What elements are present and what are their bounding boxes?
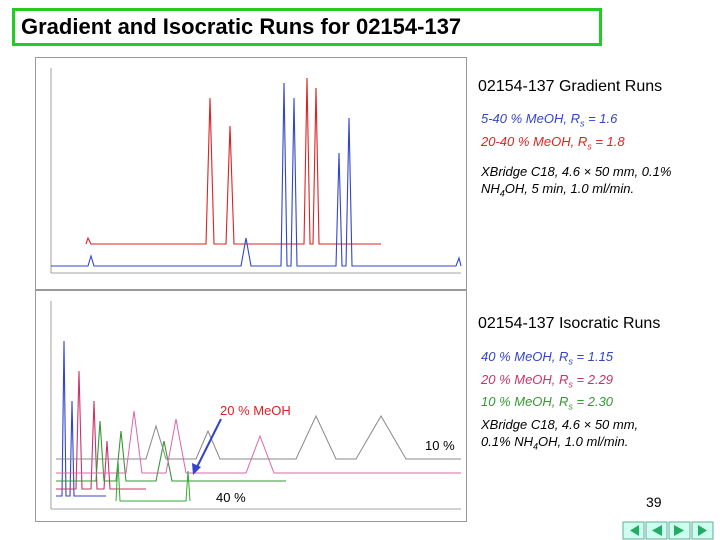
subscript: s (568, 356, 573, 367)
nav-prev[interactable] (645, 521, 668, 540)
page-number: 39 (646, 494, 662, 510)
text: 0.1% NH (481, 434, 534, 449)
subscript: 4 (533, 441, 539, 452)
text: = 1.15 (572, 349, 614, 364)
annotation: 40 % (216, 490, 246, 505)
subscript: s (587, 141, 592, 152)
run-line: 20 % MeOH, Rs = 2.29 (481, 371, 613, 394)
slide-title: Gradient and Isocratic Runs for 02154-13… (12, 8, 602, 46)
text: 10 % MeOH, R (481, 394, 569, 410)
subscript: s (568, 379, 573, 390)
condition-line: NH4OH, 5 min, 1.0 ml/min. (481, 180, 671, 203)
nav-first[interactable] (622, 521, 645, 540)
condition-line: XBridge C18, 4.6 × 50 mm, 0.1% (481, 164, 672, 179)
nav-last[interactable] (691, 521, 714, 540)
text: 5-40 % MeOH, R (481, 111, 580, 126)
text: 40 % MeOH, R (481, 349, 569, 364)
text: OH, 5 min, 1.0 ml/min. (504, 181, 635, 196)
text: = 2.29 (572, 371, 614, 387)
annotation: 20 % MeOH (220, 403, 291, 418)
isocratic-heading: 02154-137 Isocratic Runs (478, 315, 661, 332)
gradient-conditions: XBridge C18, 4.6 × 50 mm, 0.1% NH4OH, 5 … (481, 163, 671, 203)
isocratic-conditions: XBridge C18, 4.6 × 50 mm, 0.1% NH4OH, 1.… (481, 416, 638, 456)
run-line: 10 % MeOH, Rs = 2.30 (481, 393, 613, 416)
gradient-chromatogram (35, 57, 467, 290)
text: 20-40 % MeOH, R (481, 133, 588, 149)
condition-line: 0.1% NH4OH, 1.0 ml/min. (481, 433, 638, 456)
isocratic-runs: 40 % MeOH, Rs = 1.15 20 % MeOH, Rs = 2.2… (481, 348, 613, 416)
text: = 2.30 (572, 394, 614, 410)
condition-line: XBridge C18, 4.6 × 50 mm, (481, 417, 639, 432)
subscript: 4 (499, 188, 505, 199)
run-line: 5-40 % MeOH, Rs = 1.6 (481, 110, 625, 133)
text: 20 % MeOH, R (481, 371, 569, 387)
text: = 1.6 (584, 111, 618, 126)
subscript: s (568, 401, 573, 412)
gradient-heading: 02154-137 Gradient Runs (478, 78, 663, 95)
subscript: s (579, 118, 585, 129)
text: NH (481, 181, 500, 196)
run-line: 20-40 % MeOH, Rs = 1.8 (481, 133, 625, 156)
text: OH, 1.0 ml/min. (538, 434, 629, 449)
text: = 1.8 (591, 133, 625, 149)
gradient-runs: 5-40 % MeOH, Rs = 1.6 20-40 % MeOH, Rs =… (481, 110, 625, 155)
annotation: 10 % (425, 438, 455, 453)
nav-buttons (622, 521, 714, 540)
nav-next[interactable] (668, 521, 691, 540)
run-line: 40 % MeOH, Rs = 1.15 (481, 348, 613, 371)
